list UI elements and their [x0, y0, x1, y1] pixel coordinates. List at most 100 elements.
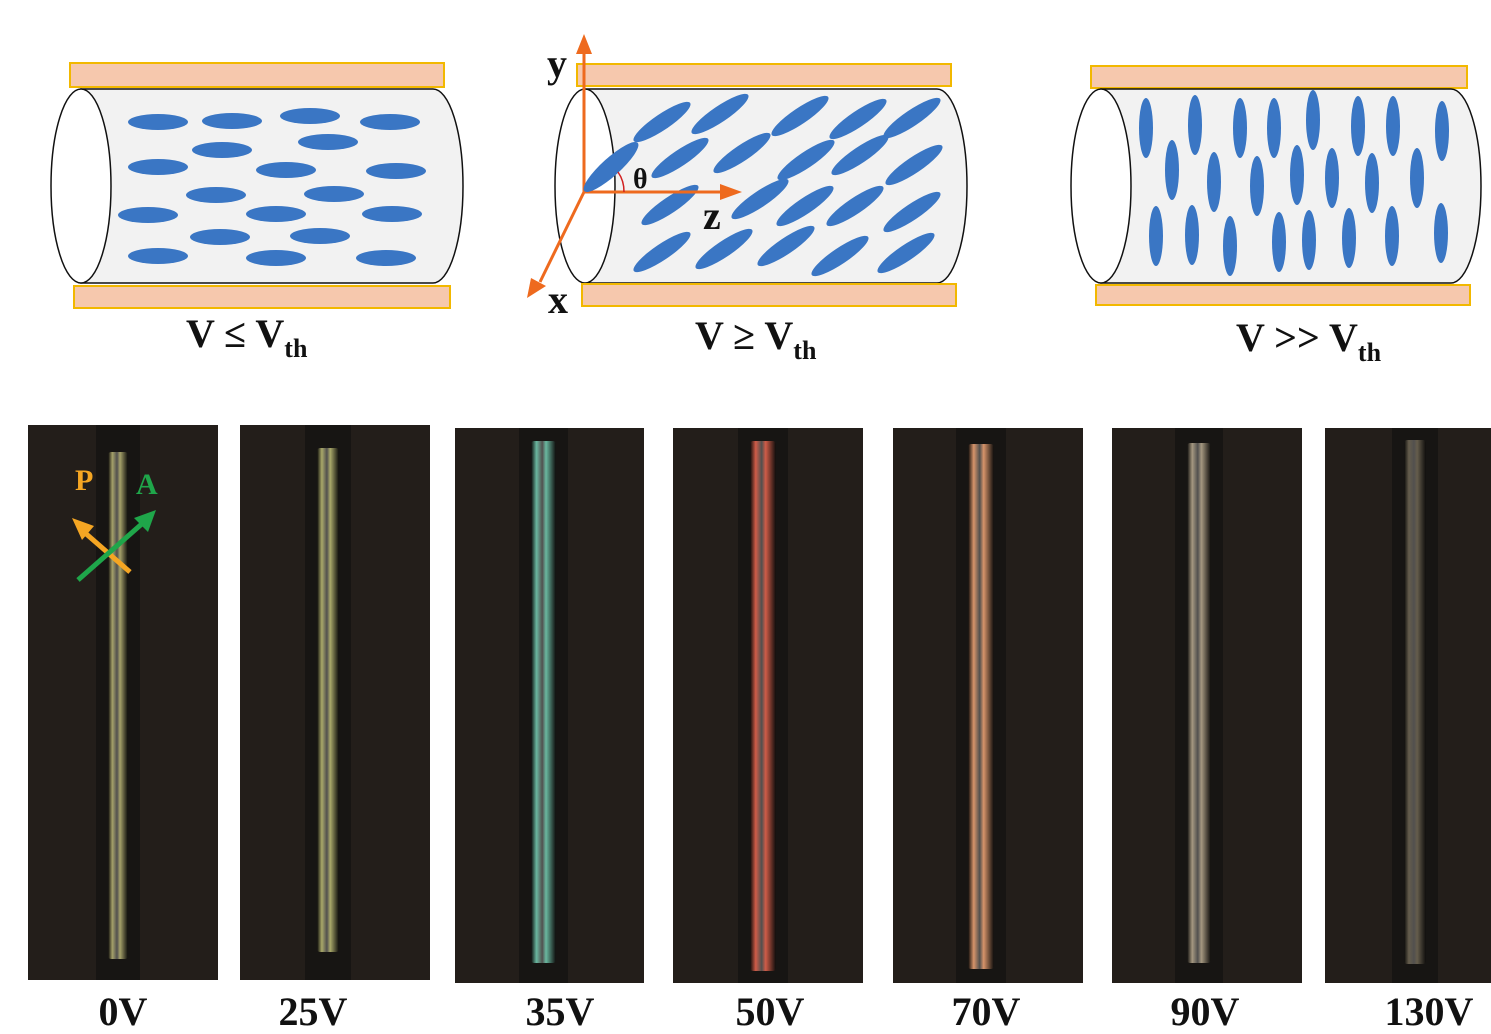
voltage-label: 0V: [98, 989, 148, 1034]
lc-molecule: [280, 108, 340, 124]
micrograph-panel: [455, 428, 644, 983]
lc-molecule: [877, 232, 935, 274]
lc-molecule: [366, 163, 426, 179]
lc-molecule: [713, 132, 771, 174]
voltage-label: 50V: [735, 989, 805, 1034]
lc-molecule: [304, 186, 364, 202]
lc-molecule: [186, 187, 246, 203]
lc-molecule: [298, 134, 358, 150]
voltage-label: 130V: [1384, 989, 1474, 1034]
lc-molecule: [811, 235, 869, 277]
electrode-plate: [581, 283, 957, 307]
lc-molecule: [128, 248, 188, 264]
lc-molecule: [1267, 98, 1281, 158]
fiber-image: [1187, 443, 1211, 963]
cylinder-end-face: [1070, 88, 1132, 284]
micrograph-panel: [893, 428, 1083, 983]
lc-molecule: [695, 228, 753, 270]
lc-molecule: [1250, 156, 1264, 216]
fiber-image: [968, 444, 994, 969]
cylinder-far-above-threshold: [1070, 65, 1482, 306]
x-axis-arrowhead: [527, 278, 546, 298]
lc-molecule: [1272, 212, 1286, 272]
micrograph-panel: [1112, 428, 1302, 983]
cylinder-above-threshold: [554, 63, 968, 307]
lc-molecule: [826, 185, 884, 227]
z-axis-arrowhead: [720, 184, 742, 200]
electrode-plate: [73, 285, 451, 309]
lc-molecule: [1149, 206, 1163, 266]
lc-molecule: [633, 231, 691, 273]
voltage-label: 70V: [951, 989, 1021, 1034]
fiber-image: [317, 448, 339, 952]
lc-molecule: [776, 185, 834, 227]
condition-label-above-threshold: V ≥ Vth: [695, 313, 817, 365]
lc-molecule: [192, 142, 252, 158]
lc-molecule: [1365, 153, 1379, 213]
x-axis-line: [538, 191, 586, 283]
condition-label-far-above-threshold: V >> Vth: [1236, 315, 1382, 367]
y-axis-label: y: [547, 41, 567, 86]
micrograph-panel: [240, 425, 430, 980]
voltage-label: 35V: [525, 989, 595, 1034]
lc-molecule: [128, 114, 188, 130]
lc-molecule: [202, 113, 262, 129]
lc-molecule: [1342, 208, 1356, 268]
lc-molecule: [1185, 205, 1199, 265]
lc-molecule: [246, 206, 306, 222]
lc-molecule: [1223, 216, 1237, 276]
voltage-label: 25V: [278, 989, 348, 1034]
fiber-image: [750, 441, 776, 971]
fiber-image: [1404, 440, 1426, 964]
coordinate-axes: [527, 34, 742, 298]
lc-molecule: [1386, 96, 1400, 156]
micrograph-panel: [1325, 428, 1491, 983]
lc-molecule: [1306, 90, 1320, 150]
condition-label-below-threshold: V ≤ Vth: [186, 311, 308, 363]
electrode-plate: [1095, 284, 1471, 306]
polarizer-label: P: [75, 464, 94, 497]
lc-molecule: [883, 191, 941, 233]
x-axis-label: x: [548, 277, 568, 322]
lc-molecule: [633, 101, 691, 143]
lc-molecule: [885, 144, 943, 186]
lc-molecule: [651, 137, 709, 179]
lc-molecule: [1233, 98, 1247, 158]
electrode-plate: [576, 63, 952, 87]
lc-molecule: [128, 159, 188, 175]
electrode-plate: [1090, 65, 1468, 89]
theta-label: θ: [633, 164, 648, 195]
lc-molecule: [1165, 140, 1179, 200]
micrograph-panel: [673, 428, 863, 983]
electrode-plate: [69, 62, 445, 88]
analyzer-label: A: [136, 468, 158, 501]
lc-molecule: [771, 95, 829, 137]
lc-molecule: [583, 142, 639, 192]
analyzer-arrow-line: [76, 520, 146, 582]
cylinder-end-face: [50, 88, 112, 284]
cylinder-body: [80, 88, 464, 284]
lc-molecule: [1351, 96, 1365, 156]
polarizer-analyzer-indicator: [72, 510, 156, 582]
lc-molecule: [757, 225, 815, 267]
lc-molecule: [256, 162, 316, 178]
lc-molecule: [362, 206, 422, 222]
lc-molecule: [246, 250, 306, 266]
micrograph-panel: [28, 425, 218, 980]
schematic-diagrams: [50, 34, 1482, 309]
lc-molecule: [1435, 101, 1449, 161]
lc-molecule: [1325, 148, 1339, 208]
lc-molecule: [1410, 148, 1424, 208]
lc-molecule: [290, 228, 350, 244]
lc-molecule: [1207, 152, 1221, 212]
z-axis-label: z: [703, 193, 721, 238]
lc-molecule: [831, 134, 889, 176]
lc-molecule: [190, 229, 250, 245]
fiber-image: [531, 441, 556, 963]
lc-molecule: [777, 139, 835, 181]
lc-molecule: [1385, 206, 1399, 266]
y-axis-arrowhead: [576, 34, 592, 54]
lc-molecule: [1139, 98, 1153, 158]
lc-molecule: [1302, 210, 1316, 270]
lc-molecule: [1188, 95, 1202, 155]
